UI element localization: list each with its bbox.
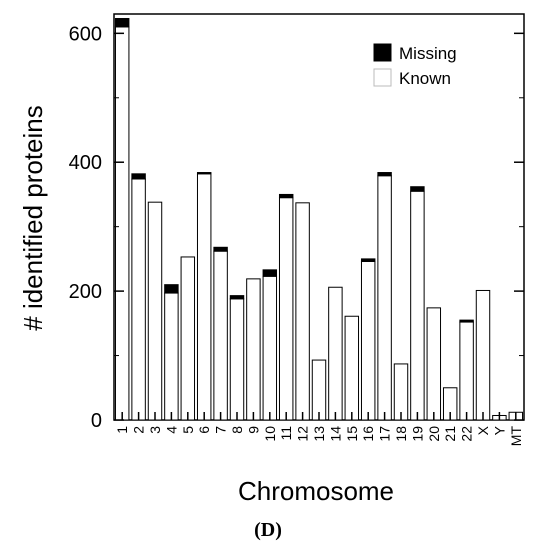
bar-missing-6	[196, 172, 212, 175]
bar-missing-1	[114, 18, 130, 28]
bar-missing-10	[262, 269, 278, 277]
bar-known-15	[344, 315, 360, 421]
bar-known-5	[180, 256, 196, 421]
y-tick-label-400: 400	[69, 152, 102, 174]
bar-known-22	[459, 321, 474, 421]
x-tick-label-19: 19	[409, 426, 425, 442]
bar-known-13	[311, 359, 327, 421]
panel-label: (D)	[254, 519, 282, 541]
bar-known-19	[410, 190, 425, 421]
x-tick-label-5: 5	[180, 426, 196, 434]
bar-known-6	[196, 173, 212, 421]
x-tick-label-10: 10	[262, 426, 278, 442]
bar-known-14	[328, 286, 343, 421]
bar-known-17	[377, 175, 392, 421]
bar-known-16	[360, 260, 376, 421]
bar-missing-4	[164, 284, 179, 294]
legend-swatch-known	[373, 68, 392, 87]
bar-known-18	[393, 363, 409, 421]
x-tick-label-X: X	[475, 425, 491, 435]
x-tick-label-3: 3	[147, 426, 163, 434]
x-axis-title: Chromosome	[238, 476, 394, 506]
bar-missing-7	[213, 246, 228, 252]
y-axis: 0 200 400 600	[69, 23, 524, 432]
x-tick-label-2: 2	[131, 426, 147, 434]
y-tick-label-200: 200	[69, 281, 102, 303]
x-tick-label-6: 6	[196, 426, 212, 434]
bar-known-3	[147, 201, 163, 421]
x-tick-label-21: 21	[442, 426, 458, 442]
bar-known-20	[426, 307, 442, 421]
legend-swatch-missing	[373, 43, 392, 62]
bars-group	[114, 18, 524, 421]
bar-known-11	[278, 197, 294, 421]
x-tick-label-1: 1	[114, 426, 130, 434]
legend-label-known: Known	[399, 69, 451, 88]
legend: Missing Known	[373, 43, 457, 88]
x-tick-label-7: 7	[213, 426, 229, 434]
x-tick-label-22: 22	[459, 426, 475, 442]
y-axis-title: # identified proteins	[18, 105, 48, 330]
x-tick-label-9: 9	[245, 426, 261, 434]
bar-known-4	[164, 292, 179, 421]
x-tick-label-4: 4	[163, 426, 179, 434]
x-tick-label-12: 12	[295, 426, 311, 442]
x-tick-label-18: 18	[393, 426, 409, 442]
x-tick-label-16: 16	[360, 426, 376, 442]
bar-known-9	[246, 278, 261, 421]
y-tick-label-0: 0	[91, 410, 102, 432]
x-tick-label-MT: MT	[508, 426, 524, 447]
x-tick-label-8: 8	[229, 426, 245, 434]
bar-known-X	[475, 289, 491, 421]
bar-known-1	[114, 26, 130, 421]
bar-missing-19	[410, 186, 425, 192]
x-tick-label-11: 11	[278, 426, 294, 441]
x-tick-label-20: 20	[426, 426, 442, 442]
bar-missing-17	[377, 172, 392, 177]
bar-missing-2	[131, 173, 146, 180]
bar-missing-22	[459, 319, 474, 323]
x-tick-label-14: 14	[327, 426, 343, 442]
bar-known-10	[262, 275, 278, 421]
x-tick-label-15: 15	[344, 426, 360, 442]
bar-missing-11	[278, 193, 294, 199]
bar-known-7	[213, 250, 228, 421]
bar-missing-8	[229, 295, 245, 300]
bar-known-12	[295, 202, 310, 421]
x-tick-label-13: 13	[311, 426, 327, 442]
y-tick-label-600: 600	[69, 23, 102, 45]
x-axis: 1 2 3 4 5 6 7 8 9 10 11 12 13 14 15 16 17 18 19 20 21 22 X Y MT	[114, 412, 524, 446]
x-tick-label-17: 17	[377, 426, 393, 442]
x-tick-label-Y: Y	[491, 425, 507, 435]
bar-known-2	[131, 178, 146, 421]
bar-missing-16	[360, 258, 376, 262]
bar-known-8	[229, 298, 245, 421]
legend-label-missing: Missing	[399, 44, 457, 63]
